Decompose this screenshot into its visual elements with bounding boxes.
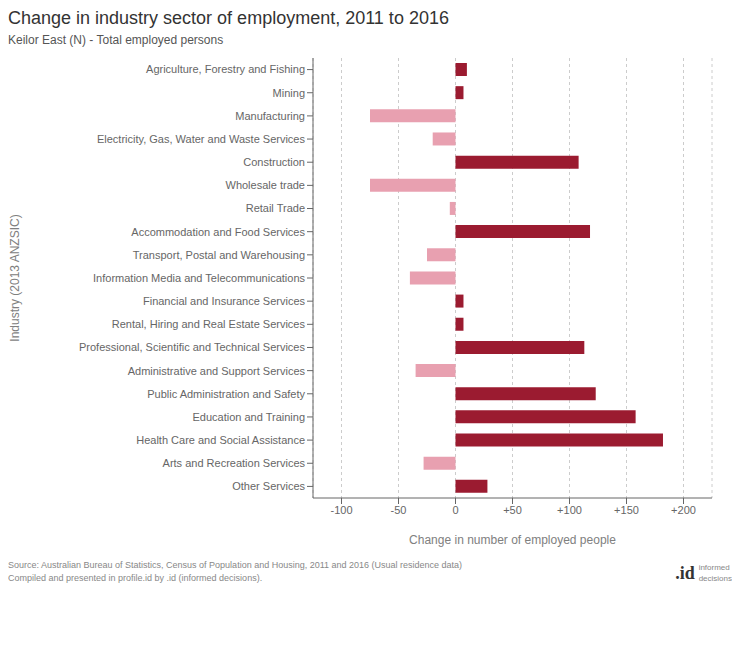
svg-text:Accommodation and Food Service: Accommodation and Food Services (131, 226, 305, 238)
svg-text:Professional, Scientific and T: Professional, Scientific and Technical S… (79, 341, 306, 353)
svg-text:+50: +50 (503, 504, 522, 516)
svg-text:Electricity, Gas, Water and Wa: Electricity, Gas, Water and Waste Servic… (97, 133, 306, 145)
svg-text:Rental, Hiring and Real Estate: Rental, Hiring and Real Estate Services (112, 318, 306, 330)
svg-text:-100: -100 (330, 504, 352, 516)
svg-text:Construction: Construction (243, 156, 305, 168)
svg-text:Retail Trade: Retail Trade (246, 202, 305, 214)
svg-text:Health Care and Social Assista: Health Care and Social Assistance (136, 434, 305, 446)
svg-text:Administrative and Support Ser: Administrative and Support Services (128, 365, 306, 377)
html-text:Change in industry sector of e: Change in industry sector of employment,… (8, 8, 449, 28)
svg-text:Industry (2013 ANZSIC): Industry (2013 ANZSIC) (8, 214, 22, 341)
html-text:Compiled and presented in prof: Compiled and presented in profile.id by … (8, 572, 263, 583)
svg-text:Education and Training: Education and Training (192, 411, 305, 423)
html-text:Keilor East (N) - Total employ: Keilor East (N) - Total employed persons (8, 33, 224, 47)
svg-text:+100: +100 (557, 504, 582, 516)
svg-text:Mining: Mining (273, 87, 305, 99)
svg-text:Agriculture, Forestry and Fish: Agriculture, Forestry and Fishing (146, 63, 305, 75)
html-text:.id: .id (675, 563, 695, 584)
svg-text:-50: -50 (391, 504, 407, 516)
svg-text:Public Administration and Safe: Public Administration and Safety (147, 388, 305, 400)
svg-text:Other Services: Other Services (232, 480, 305, 492)
svg-text:Wholesale trade: Wholesale trade (226, 179, 306, 191)
svg-text:Change in number of employed p: Change in number of employed people (409, 533, 616, 547)
html-text:informed: informed (698, 563, 730, 573)
svg-text:+150: +150 (614, 504, 639, 516)
svg-text:+200: +200 (671, 504, 696, 516)
svg-text:Transport, Postal and Warehous: Transport, Postal and Warehousing (133, 249, 305, 261)
svg-text:Arts and Recreation Services: Arts and Recreation Services (163, 457, 306, 469)
html-text:decisions: decisions (698, 573, 732, 583)
html-text:Source: Australian Bureau of S: Source: Australian Bureau of Statistics,… (8, 560, 463, 570)
svg-text:Financial and Insurance Servic: Financial and Insurance Services (143, 295, 306, 307)
svg-text:Manufacturing: Manufacturing (235, 110, 305, 122)
svg-text:Information Media and Telecomm: Information Media and Telecommunications (93, 272, 305, 284)
svg-text:0: 0 (452, 504, 458, 516)
